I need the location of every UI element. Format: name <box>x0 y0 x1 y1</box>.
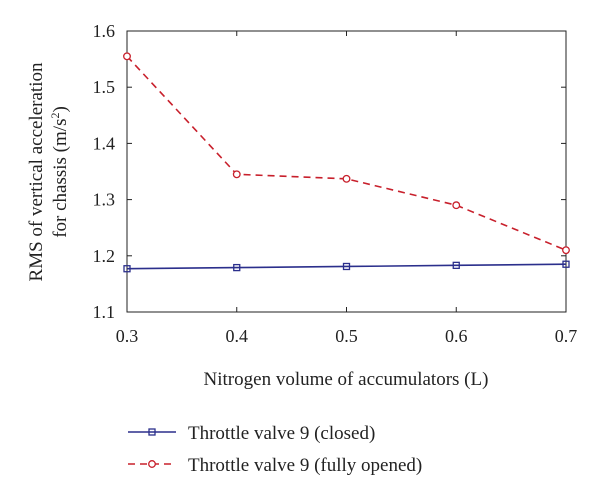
data-point <box>342 262 351 271</box>
y-axis-label-suffix: ) <box>50 106 71 112</box>
series-0 <box>123 260 570 273</box>
y-tick-label: 1.3 <box>93 190 116 210</box>
x-axis-label: Nitrogen volume of accumulators (L) <box>204 369 489 390</box>
y-tick-label: 1.4 <box>93 133 116 153</box>
y-tick-label: 1.1 <box>93 302 116 322</box>
data-point <box>233 263 241 272</box>
legend-label: Throttle valve 9 (fully opened) <box>188 455 422 476</box>
data-point <box>123 265 131 273</box>
legend-item: Throttle valve 9 (closed) <box>128 423 375 444</box>
series-line <box>126 55 567 251</box>
y-tick-label: 1.5 <box>93 77 116 97</box>
y-tick-label: 1.6 <box>93 21 116 41</box>
series-1 <box>123 52 570 255</box>
data-point <box>562 260 570 268</box>
data-point <box>452 201 461 210</box>
data-point <box>562 246 570 255</box>
data-series <box>123 52 570 273</box>
y-axis-label-prefix: for chassis (m/s <box>50 119 71 238</box>
data-point <box>123 52 131 61</box>
x-tick-label: 0.3 <box>116 326 139 346</box>
axis-ticks: 0.3 0.4 0.5 0.6 0.7 1.1 1.2 1.3 1.4 1.5 1.6 <box>93 21 578 346</box>
y-axis-label-line1: RMS of vertical acceleration <box>26 62 47 281</box>
y-axis-label-superscript: 2 <box>48 113 62 119</box>
x-tick-label: 0.5 <box>335 326 358 346</box>
series-line <box>126 263 567 270</box>
legend-item: Throttle valve 9 (fully opened) <box>128 455 422 476</box>
data-point <box>452 261 460 270</box>
x-tick-label: 0.7 <box>555 326 578 346</box>
legend-swatch-marker <box>148 460 156 468</box>
data-point <box>342 174 351 183</box>
y-axis-label-line2: for chassis (m/s2) <box>48 106 71 238</box>
legend-swatch-marker <box>148 428 156 436</box>
y-tick-label: 1.2 <box>93 246 116 266</box>
data-point <box>232 170 241 179</box>
x-tick-label: 0.4 <box>226 326 249 346</box>
legend-label: Throttle valve 9 (closed) <box>188 423 375 444</box>
x-tick-label: 0.6 <box>445 326 468 346</box>
legend: Throttle valve 9 (closed) Throttle valve … <box>128 423 422 476</box>
